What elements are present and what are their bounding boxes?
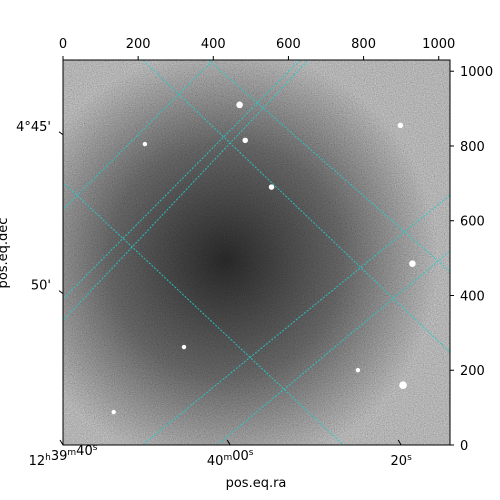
top-tick-label: 0 — [59, 37, 67, 52]
dec-axis: 4°45' 50' — [16, 120, 64, 295]
star — [399, 381, 407, 390]
ra-tick-mark — [226, 439, 231, 446]
plot-frame — [62, 59, 451, 446]
ra-tick-label: 12h39m40s — [29, 443, 98, 469]
top-tick-label: 600 — [276, 37, 301, 52]
star — [142, 141, 148, 147]
dec-tick-mark — [58, 290, 64, 295]
dec-grid-line — [142, 60, 450, 354]
star — [111, 409, 116, 415]
top-tick-label: 1000 — [422, 37, 455, 52]
ra-grid-line — [141, 194, 450, 445]
ra-tick-mark — [59, 439, 64, 446]
ra-grid-line — [63, 60, 310, 322]
x-axis-label: pos.eq.ra — [226, 476, 287, 491]
stars-layer — [111, 101, 416, 415]
right-tick-label: 1000 — [460, 65, 493, 80]
star — [355, 368, 361, 373]
right-tick-label: 200 — [460, 364, 485, 379]
star — [236, 101, 243, 109]
dec-grid-line — [63, 60, 301, 300]
y-axis-label: pos.eq.dec — [0, 218, 11, 289]
coordinate-grid — [63, 60, 450, 445]
dec-tick-label: 50' — [31, 279, 51, 294]
right-tick-label: 0 — [460, 439, 468, 454]
star — [409, 260, 416, 268]
top-tick-label: 800 — [351, 37, 376, 52]
right-tick-label: 400 — [460, 289, 485, 304]
ra-tick-mark — [397, 439, 402, 446]
ra-axis: 12h39m40s 40m00s 20s — [29, 439, 413, 469]
top-pixel-axis: 0 200 400 600 800 1000 — [59, 37, 455, 60]
right-pixel-axis: 0 200 400 600 800 1000 — [450, 65, 493, 454]
ra-grid-line — [63, 60, 215, 211]
star — [397, 122, 404, 129]
ra-tick-label: 20s — [391, 453, 413, 469]
top-tick-label: 200 — [126, 37, 151, 52]
star — [181, 344, 187, 350]
dec-tick-label: 4°45' — [16, 120, 51, 135]
dec-tick-mark — [58, 131, 64, 136]
dec-grid-line — [207, 60, 450, 273]
top-tick-label: 400 — [201, 37, 226, 52]
star — [242, 137, 248, 144]
right-tick-label: 800 — [460, 140, 485, 155]
dec-grid-line — [63, 181, 345, 445]
sky-image — [63, 60, 450, 445]
ra-tick-label: 40m00s — [207, 448, 254, 469]
star — [268, 184, 275, 190]
right-tick-label: 600 — [460, 215, 485, 230]
